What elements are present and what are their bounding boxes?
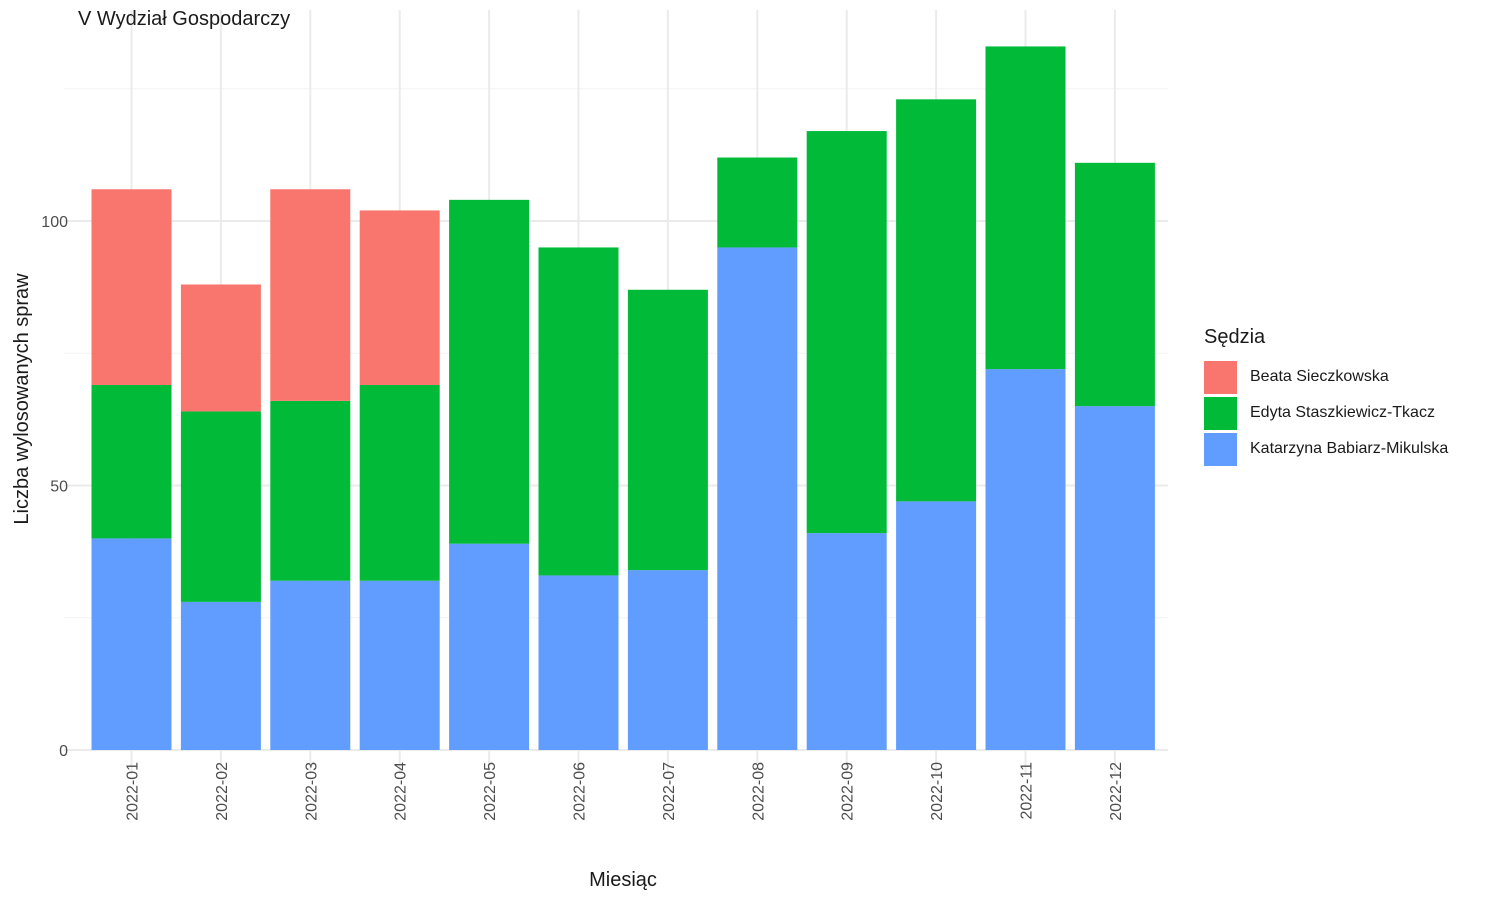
y-tick-label: 100 [41,214,68,231]
x-tick-label: 2022-05 [482,762,499,821]
x-tick-label: 2022-01 [125,762,142,821]
bar-segment [538,575,619,750]
bar-segment [717,247,798,750]
legend-swatch [1204,432,1237,466]
y-axis-label: Liczba wylosowanych spraw [11,273,33,525]
legend: Sędzia Beata Sieczkowska Edyta Staszkiewi… [1204,326,1448,467]
bar-segment [896,501,977,750]
bar-segment [806,533,887,750]
bar-segment [1074,406,1155,750]
x-tick-label: 2022-02 [214,762,231,821]
x-tick-label: 2022-06 [572,762,589,821]
x-tick-label: 2022-11 [1019,762,1036,820]
legend-swatch [1204,360,1237,394]
y-tick-labels: 0 50 100 [41,214,68,760]
bar-segment [359,384,440,581]
chart-title: V Wydział Gospodarczy [78,8,291,30]
legend-title: Sędzia [1204,326,1266,348]
bars [91,46,1155,750]
bar-segment [627,570,708,750]
bar-segment [91,538,172,750]
bar-segment [270,580,351,750]
bar-segment [1074,162,1155,407]
y-tick-label: 0 [59,743,68,760]
bar-segment [717,157,798,248]
bar-segment [896,99,977,502]
x-tick-label: 2022-07 [661,762,678,821]
legend-items: Beata Sieczkowska Edyta Staszkiewicz-Tkac… [1204,359,1448,467]
bar-segment [180,411,261,602]
x-tick-label: 2022-04 [393,762,410,821]
bar-segment [180,601,261,750]
legend-item: Katarzyna Babiarz-Mikulska [1204,431,1448,467]
legend-label: Katarzyna Babiarz-Mikulska [1250,440,1449,457]
bar-segment [91,189,172,385]
bar-segment [359,580,440,750]
bar-segment [270,189,351,401]
bar-segment [449,199,530,544]
bar-segment [538,247,619,576]
x-tick-label: 2022-03 [303,762,320,821]
x-tick-label: 2022-09 [840,762,857,821]
bar-segment [627,289,708,571]
legend-label: Edyta Staszkiewicz-Tkacz [1250,404,1435,421]
bar-segment [449,543,530,750]
legend-swatch [1204,396,1237,430]
bar-segment [359,210,440,385]
bar-segment [180,284,261,412]
legend-label: Beata Sieczkowska [1250,368,1389,385]
x-tick-labels: 2022-01 2022-02 2022-03 2022-04 2022-05 2022-… [125,762,1125,821]
x-axis-label: Miesiąc [589,869,657,891]
legend-item: Edyta Staszkiewicz-Tkacz [1204,395,1448,431]
bar-segment [91,384,172,539]
bar-segment [985,46,1066,370]
y-tick-label: 50 [50,479,68,496]
x-tick-label: 2022-12 [1108,762,1125,821]
legend-item: Beata Sieczkowska [1204,359,1448,395]
bar-segment [985,369,1066,750]
x-tick-label: 2022-10 [929,762,946,821]
x-tick-label: 2022-08 [750,762,767,821]
bar-segment [270,400,351,581]
bar-segment [806,131,887,534]
